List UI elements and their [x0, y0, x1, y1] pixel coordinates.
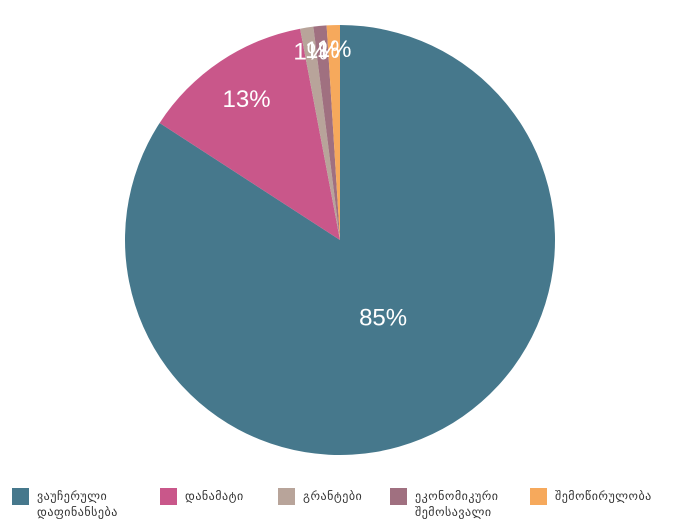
- value-label: 1%: [293, 38, 328, 65]
- legend-label: შემოწირულობა: [555, 489, 652, 503]
- pie-slice: [300, 26, 340, 241]
- value-label: 1%: [317, 36, 352, 63]
- legend-item: გრანტები: [278, 488, 373, 505]
- pie-slice: [159, 28, 340, 240]
- pie-slice: [326, 25, 340, 240]
- legend-label: გრანტები: [303, 489, 363, 503]
- legend-label: ეკონომიკური შემოსავალი: [415, 489, 499, 519]
- legend-swatch: [390, 488, 407, 505]
- value-label: 13%: [223, 86, 271, 113]
- legend: ვაუჩერული დაფინანსება დანამატი გრანტები ეკო…: [0, 488, 683, 521]
- legend-swatch: [160, 488, 177, 505]
- value-label: 85%: [359, 305, 407, 332]
- legend-item: დანამატი: [160, 488, 260, 505]
- legend-label: დანამატი: [185, 489, 244, 503]
- legend-item: შემოწირულობა: [530, 488, 680, 505]
- legend-swatch: [12, 488, 29, 505]
- pie-slice: [313, 25, 340, 241]
- chart: 85% 13% 1%1%1%: [124, 25, 555, 456]
- legend-swatch: [530, 488, 547, 505]
- legend-label: ვაუჩერული დაფინანსება: [37, 489, 118, 519]
- legend-item: ვაუჩერული დაფინანსება: [12, 488, 142, 520]
- pie-slice: [124, 25, 555, 456]
- legend-swatch: [278, 488, 295, 505]
- value-label: 1%: [305, 37, 340, 64]
- legend-item: ეკონომიკური შემოსავალი: [390, 488, 520, 520]
